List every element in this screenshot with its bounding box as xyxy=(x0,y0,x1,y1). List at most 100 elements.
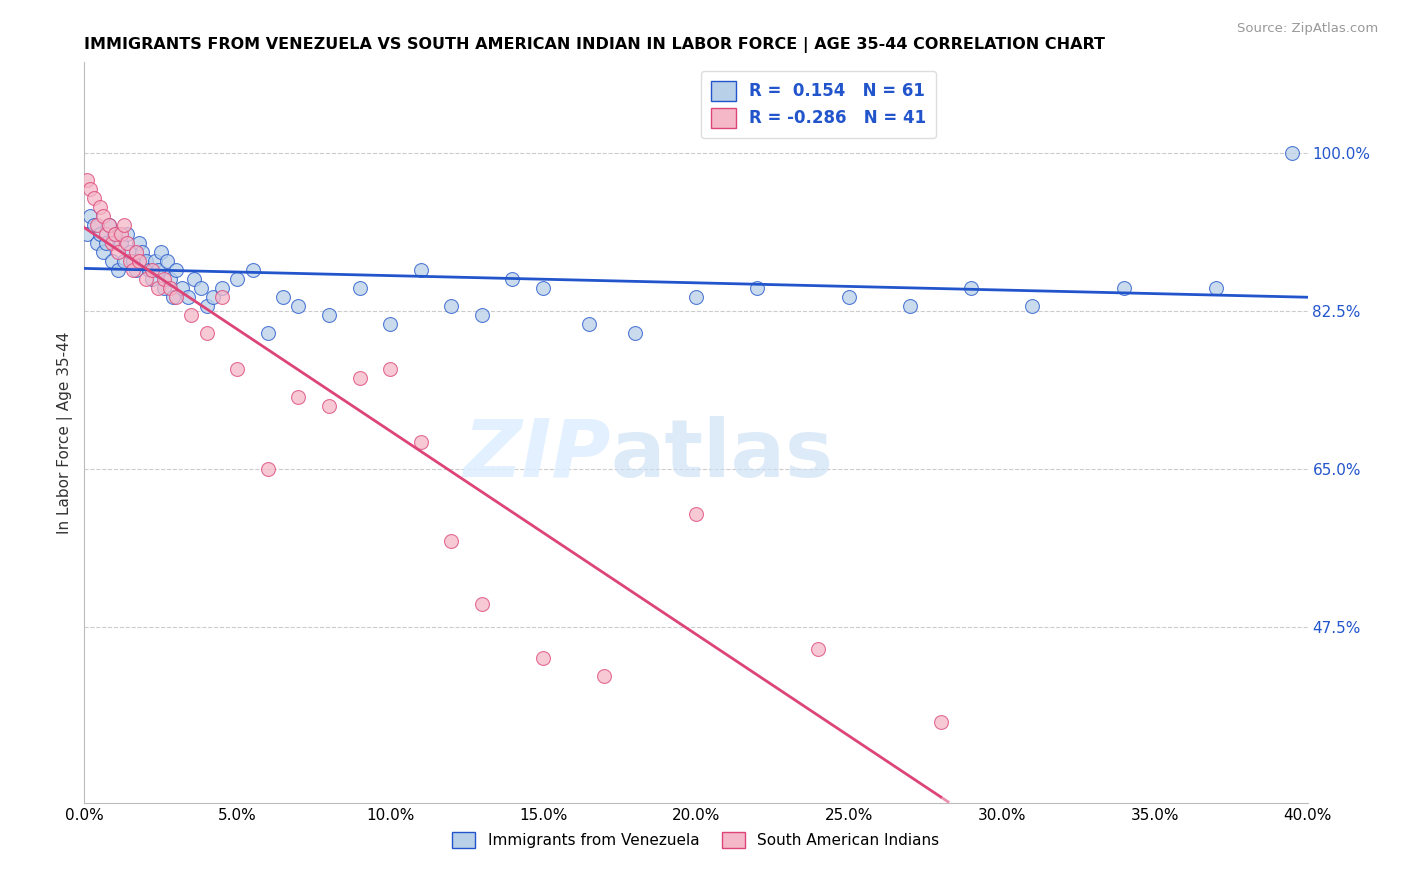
Point xyxy=(211,281,233,295)
Point xyxy=(318,308,340,322)
Point xyxy=(122,263,145,277)
Point xyxy=(531,281,554,295)
Point xyxy=(159,281,181,295)
Point xyxy=(83,191,105,205)
Point xyxy=(165,290,187,304)
Point xyxy=(195,326,218,341)
Point xyxy=(115,235,138,250)
Point xyxy=(960,281,983,295)
Point xyxy=(380,362,402,376)
Point xyxy=(201,290,224,304)
Point xyxy=(349,371,371,385)
Point xyxy=(409,263,432,277)
Point xyxy=(929,714,952,729)
Point xyxy=(183,272,205,286)
Point xyxy=(141,272,163,286)
Point xyxy=(115,227,138,241)
Point xyxy=(125,245,148,260)
Point xyxy=(89,227,111,241)
Point xyxy=(138,263,160,277)
Point xyxy=(318,399,340,413)
Point xyxy=(141,263,163,277)
Point xyxy=(107,263,129,277)
Point xyxy=(807,642,830,657)
Point xyxy=(128,254,150,268)
Point xyxy=(97,218,120,232)
Point xyxy=(79,209,101,223)
Point xyxy=(440,533,463,548)
Point xyxy=(110,235,132,250)
Point xyxy=(131,245,153,260)
Point xyxy=(86,218,108,232)
Point xyxy=(112,254,135,268)
Point xyxy=(380,318,402,332)
Point xyxy=(153,272,176,286)
Point xyxy=(578,318,600,332)
Point xyxy=(101,254,124,268)
Text: atlas: atlas xyxy=(610,416,834,494)
Point xyxy=(287,299,309,313)
Point xyxy=(195,299,218,313)
Point xyxy=(104,227,127,241)
Point xyxy=(502,272,524,286)
Point xyxy=(349,281,371,295)
Point xyxy=(287,390,309,404)
Point xyxy=(257,461,280,475)
Point xyxy=(180,308,202,322)
Point xyxy=(440,299,463,313)
Point xyxy=(1021,299,1043,313)
Point xyxy=(91,245,114,260)
Point xyxy=(226,272,249,286)
Point xyxy=(146,263,169,277)
Point xyxy=(471,597,494,611)
Point xyxy=(257,326,280,341)
Point xyxy=(685,290,707,304)
Point xyxy=(409,434,432,449)
Text: IMMIGRANTS FROM VENEZUELA VS SOUTH AMERICAN INDIAN IN LABOR FORCE | AGE 35-44 CO: IMMIGRANTS FROM VENEZUELA VS SOUTH AMERI… xyxy=(84,37,1105,53)
Point xyxy=(271,290,294,304)
Point xyxy=(110,227,132,241)
Point xyxy=(135,272,157,286)
Point xyxy=(177,290,200,304)
Point xyxy=(83,218,105,232)
Point xyxy=(1281,145,1303,160)
Point xyxy=(165,263,187,277)
Point xyxy=(211,290,233,304)
Point xyxy=(128,235,150,250)
Point xyxy=(94,235,117,250)
Point xyxy=(97,218,120,232)
Point xyxy=(146,281,169,295)
Point xyxy=(112,218,135,232)
Point xyxy=(149,245,172,260)
Point xyxy=(135,254,157,268)
Point xyxy=(624,326,647,341)
Point xyxy=(76,227,98,241)
Point xyxy=(172,281,194,295)
Point xyxy=(898,299,921,313)
Point xyxy=(159,272,181,286)
Point xyxy=(685,507,707,521)
Point xyxy=(107,245,129,260)
Point xyxy=(94,227,117,241)
Point xyxy=(120,254,142,268)
Point xyxy=(1205,281,1227,295)
Point xyxy=(91,209,114,223)
Point xyxy=(86,235,108,250)
Point xyxy=(122,254,145,268)
Point xyxy=(531,651,554,665)
Point xyxy=(226,362,249,376)
Point xyxy=(747,281,769,295)
Point xyxy=(156,254,179,268)
Legend: Immigrants from Venezuela, South American Indians: Immigrants from Venezuela, South America… xyxy=(446,826,946,855)
Point xyxy=(143,254,166,268)
Text: ZIP: ZIP xyxy=(463,416,610,494)
Point xyxy=(1114,281,1136,295)
Point xyxy=(76,173,98,187)
Point xyxy=(242,263,264,277)
Point xyxy=(101,235,124,250)
Point xyxy=(153,281,176,295)
Point xyxy=(471,308,494,322)
Point xyxy=(79,182,101,196)
Point xyxy=(190,281,212,295)
Point xyxy=(838,290,860,304)
